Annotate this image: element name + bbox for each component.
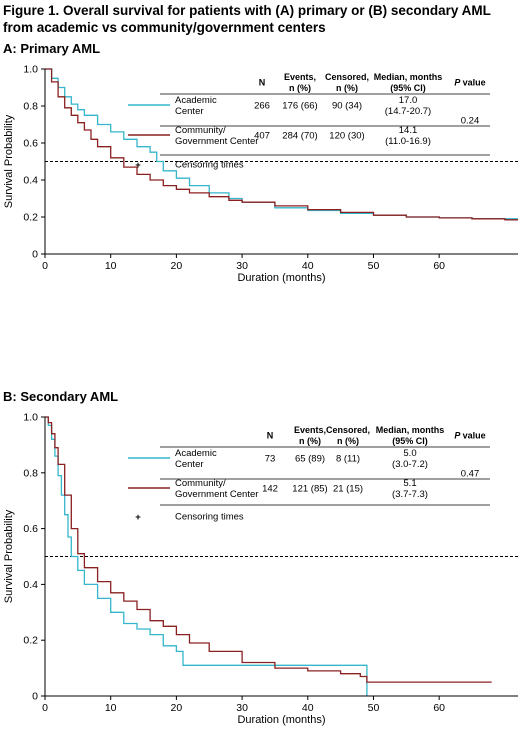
panel-b-x-tick-label: 40 bbox=[302, 702, 314, 714]
panel-a-cell-median-community: 14.1 bbox=[399, 125, 418, 136]
panel-b-cell-median-academic: 5.0 bbox=[403, 448, 416, 459]
panel-b-series-community-line bbox=[45, 416, 492, 683]
panel-a-cell-censored-academic: 90 (34) bbox=[332, 101, 362, 112]
panel-a-y-tick-label: 0.4 bbox=[23, 175, 38, 187]
panel-b-censor-label: Censoring times bbox=[175, 512, 244, 523]
panel-b-chart: B: Secondary AML 0 0.2 0.4 0.6 0.8 1.0 0 10 20 30 4… bbox=[3, 389, 518, 726]
panel-b-y-tick-label: 0.2 bbox=[23, 635, 38, 647]
panel-a-x-tick-label: 60 bbox=[433, 260, 445, 272]
panel-a-table-header-pvalue: P value bbox=[454, 78, 485, 88]
panel-b-y-tick-label: 0.6 bbox=[23, 523, 38, 535]
panel-b-legend-label-academic: Academic Center bbox=[175, 448, 217, 470]
panel-a-cell-events-community: 284 (70) bbox=[282, 131, 317, 142]
panel-b-p-value: 0.47 bbox=[461, 469, 480, 480]
panel-b-x-tick-label: 50 bbox=[368, 702, 380, 714]
panel-a-table-header-censored: Censored, n (%) bbox=[325, 72, 369, 93]
panel-a-censor-label: Censoring times bbox=[175, 160, 244, 171]
panel-a-table-header-n: N bbox=[259, 78, 266, 88]
panel-a-cell-n-academic: 266 bbox=[254, 101, 270, 112]
panel-b-y-tick-label: 0.8 bbox=[23, 467, 38, 479]
panel-a-x-tick-label: 20 bbox=[171, 260, 183, 272]
panel-a-x-tick-label: 10 bbox=[105, 260, 117, 272]
panel-b-cell-censored-community: 21 (15) bbox=[333, 484, 363, 495]
panel-a-chart: A: Primary AML 0 0.2 0.4 0.6 0.8 1.0 0 10 20 30 40 5… bbox=[3, 41, 518, 284]
panel-b-x-axis-label: Duration (months) bbox=[237, 714, 325, 726]
panel-b-cell-events-academic: 65 (89) bbox=[295, 454, 325, 465]
panel-b-cell-median-community: 5.1 bbox=[403, 478, 416, 489]
panel-b-y-tick-label: 1.0 bbox=[23, 412, 38, 424]
panel-a-y-tick-label: 0.2 bbox=[23, 212, 38, 224]
panel-a-x-tick-label: 50 bbox=[368, 260, 380, 272]
panel-b-table-header-censored: Censored, n (%) bbox=[326, 425, 370, 446]
panel-a-x-axis-label: Duration (months) bbox=[237, 272, 325, 284]
panel-b-x-tick-label: 30 bbox=[236, 702, 248, 714]
panel-a-cell-events-academic: 176 (66) bbox=[282, 101, 317, 112]
panel-a-cell-ci-community: (11.0-16.9) bbox=[385, 136, 431, 147]
panel-a-legend-label-academic: Academic Center bbox=[175, 95, 217, 117]
panel-b-table-header-events: Events, n (%) bbox=[294, 425, 326, 446]
panel-a-table-header-events: Events, n (%) bbox=[284, 72, 316, 93]
panel-a-cell-censored-community: 120 (30) bbox=[329, 131, 364, 142]
panel-a-y-tick-label: 0.6 bbox=[23, 138, 38, 150]
panel-b-table-header-pvalue: P value bbox=[454, 431, 485, 441]
panel-b-cell-ci-community: (3.7-7.3) bbox=[392, 489, 428, 500]
panel-b-cell-n-community: 142 bbox=[262, 484, 278, 495]
panel-b-x-tick-label: 60 bbox=[433, 702, 445, 714]
panel-b-cell-ci-academic: (3.0-7.2) bbox=[392, 459, 428, 470]
panel-a-x-tick-label: 0 bbox=[42, 260, 48, 272]
panel-b-y-tick-label: 0 bbox=[32, 691, 38, 703]
panel-a-censor-mark-icon: + bbox=[135, 160, 141, 171]
panel-b-y-axis-label: Survival Probability bbox=[3, 509, 15, 603]
panel-a-y-tick-label: 0 bbox=[32, 249, 38, 261]
panel-a-title: A: Primary AML bbox=[3, 41, 100, 56]
panel-b-table-header-median: Median, months (95% CI) bbox=[376, 425, 445, 446]
panel-a-y-tick-label: 0.8 bbox=[23, 101, 38, 113]
panel-b-cell-censored-academic: 8 (11) bbox=[336, 454, 360, 465]
panel-a-cell-ci-academic: (14.7-20.7) bbox=[385, 106, 431, 117]
panel-a-legend-label-community: Community/Government Center bbox=[175, 125, 258, 147]
panel-a-cell-median-academic: 17.0 bbox=[399, 95, 418, 106]
panel-b-title: B: Secondary AML bbox=[3, 389, 118, 404]
panel-b-cell-n-academic: 73 bbox=[265, 454, 276, 465]
panel-b-legend-label-community: Community/Government Center bbox=[175, 478, 258, 500]
panel-b-censor-mark-icon: + bbox=[135, 512, 141, 523]
figure-title: Figure 1. Overall survival for patients … bbox=[3, 3, 491, 35]
panel-a-series-academic-line bbox=[45, 68, 518, 220]
panel-a-y-tick-label: 1.0 bbox=[23, 64, 38, 76]
panel-a-table-header-median: Median, months (95% CI) bbox=[374, 72, 443, 93]
panel-a-series-community-line bbox=[45, 68, 518, 221]
panel-a-cell-n-community: 407 bbox=[254, 131, 270, 142]
panel-a-x-tick-label: 30 bbox=[236, 260, 248, 272]
panel-b-table-header-n: N bbox=[267, 431, 274, 441]
panel-a-x-tick-label: 40 bbox=[302, 260, 314, 272]
panel-a-p-value: 0.24 bbox=[461, 116, 480, 127]
panel-b-cell-events-community: 121 (85) bbox=[292, 484, 327, 495]
panel-a-y-axis-label: Survival Probability bbox=[3, 114, 15, 208]
panel-b-x-tick-label: 20 bbox=[171, 702, 183, 714]
panel-b-y-tick-label: 0.4 bbox=[23, 579, 38, 591]
panel-b-x-tick-label: 10 bbox=[105, 702, 117, 714]
panel-b-x-tick-label: 0 bbox=[42, 702, 48, 714]
